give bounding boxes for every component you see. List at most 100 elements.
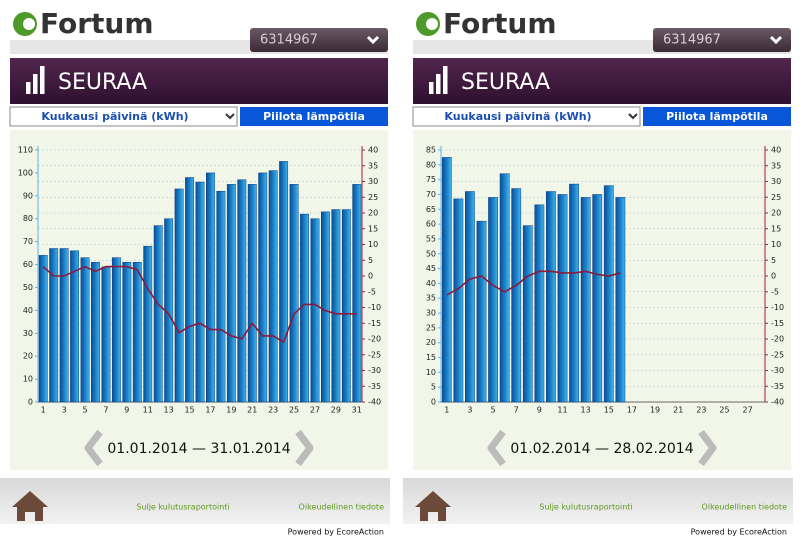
select-chevron: [628, 113, 638, 120]
y-tick-label: 15: [426, 353, 436, 362]
bar: [153, 225, 163, 403]
y-tick-label: 55: [426, 234, 436, 243]
x-tick-label: 17: [627, 406, 637, 415]
y-tick-label: 35: [426, 294, 436, 303]
x-tick-label: 15: [184, 406, 194, 415]
bar: [441, 157, 452, 403]
toggle-button[interactable]: [643, 107, 791, 126]
bar: [143, 245, 153, 403]
bar: [557, 194, 568, 403]
footer-bar: [0, 478, 390, 524]
y2-tick-label: -35: [771, 382, 784, 391]
account-select[interactable]: [250, 28, 388, 52]
y2-tick-label: -20: [771, 335, 784, 344]
period-select[interactable]: [412, 106, 641, 127]
y2-tick-label: 0: [771, 272, 776, 281]
prev-arrow[interactable]: [84, 429, 103, 467]
x-tick-label: 3: [62, 406, 67, 415]
section-title: SEURAA: [58, 70, 147, 95]
x-tick-label: 27: [743, 406, 753, 415]
y-tick-label: 85: [426, 146, 436, 155]
y-tick-label: 50: [23, 283, 33, 292]
y-tick-label: 0: [431, 398, 436, 407]
y-tick-label: 5: [431, 383, 436, 392]
x-tick-label: 15: [604, 406, 614, 415]
bar: [331, 209, 341, 403]
y2-tick-label: -40: [771, 398, 784, 407]
bar: [258, 172, 268, 403]
y2-tick-label: 25: [368, 193, 378, 202]
period-select[interactable]: [9, 106, 238, 127]
x-tick-label: 11: [557, 406, 567, 415]
bar: [615, 197, 626, 403]
y2-tick-label: -10: [368, 303, 381, 312]
x-tick-label: 21: [247, 406, 257, 415]
date-range: 01.01.2014 — 31.01.2014: [107, 441, 290, 457]
bar: [569, 183, 579, 403]
section-icon-bar: [33, 74, 38, 94]
x-tick-label: 5: [82, 406, 87, 415]
y2-tick-label: -5: [368, 287, 376, 296]
y2-tick-label: -5: [771, 287, 779, 296]
x-tick-label: 7: [103, 406, 108, 415]
bar: [603, 185, 614, 403]
y2-tick-label: 20: [368, 209, 378, 218]
bar: [511, 188, 522, 403]
y2-tick-label: 30: [368, 177, 378, 186]
y2-tick-label: 35: [771, 161, 781, 170]
y-tick-label: 40: [426, 279, 436, 288]
prev-arrow[interactable]: [487, 429, 506, 467]
home-icon[interactable]: [415, 491, 451, 521]
y-tick-label: 65: [426, 205, 436, 214]
y2-tick-label: -20: [368, 335, 381, 344]
y2-tick-label: -30: [771, 366, 784, 375]
y2-tick-label: 5: [771, 256, 776, 265]
x-tick-label: 27: [310, 406, 320, 415]
x-tick-label: 13: [164, 406, 174, 415]
footer-link[interactable]: Oikeudellinen tiedote: [299, 503, 385, 512]
dropdown-chevron: [366, 35, 380, 45]
y2-tick-label: -35: [368, 382, 381, 391]
next-arrow[interactable]: [698, 429, 717, 467]
account-number: 6314967: [663, 33, 721, 48]
y2-tick-label: -25: [771, 350, 784, 359]
footer-link[interactable]: Oikeudellinen tiedote: [702, 503, 788, 512]
y2-tick-label: 10: [368, 240, 378, 249]
date-range: 01.02.2014 — 28.02.2014: [510, 441, 693, 457]
bar: [320, 211, 330, 403]
x-tick-label: 31: [352, 406, 362, 415]
toggle-button[interactable]: [240, 107, 388, 126]
bar: [499, 173, 510, 403]
bar: [352, 184, 362, 403]
section-title: SEURAA: [461, 70, 550, 95]
account-select[interactable]: [653, 28, 791, 52]
powered-by: Powered by EcoreAction: [288, 528, 384, 537]
logo-mark-inner: [23, 18, 35, 30]
y2-tick-label: 15: [368, 224, 378, 233]
y2-tick-label: -15: [368, 319, 381, 328]
toggle-button-label: Piilota lämpötila: [263, 110, 365, 123]
footer-link[interactable]: Sulje kulutusraportointi: [539, 503, 632, 512]
bar: [237, 179, 247, 403]
bar: [534, 204, 545, 403]
y-tick-label: 80: [426, 160, 436, 169]
x-tick-label: 1: [444, 406, 449, 415]
y2-tick-label: 25: [771, 193, 781, 202]
home-icon[interactable]: [12, 491, 48, 521]
bar: [216, 190, 226, 403]
account-number: 6314967: [260, 33, 318, 48]
bar: [206, 172, 215, 403]
section-icon-bar: [436, 74, 441, 94]
bar: [101, 266, 111, 403]
y-tick-label: 110: [18, 146, 33, 155]
bar: [132, 262, 142, 403]
section-icon-bar: [40, 66, 45, 94]
footer-link[interactable]: Sulje kulutusraportointi: [136, 503, 229, 512]
x-tick-label: 5: [491, 406, 496, 415]
y-tick-label: 20: [23, 352, 33, 361]
x-tick-label: 25: [719, 406, 729, 415]
temperature-line: [42, 265, 357, 344]
y2-tick-label: 35: [368, 161, 378, 170]
y2-tick-label: 40: [368, 146, 378, 155]
next-arrow[interactable]: [295, 429, 314, 467]
